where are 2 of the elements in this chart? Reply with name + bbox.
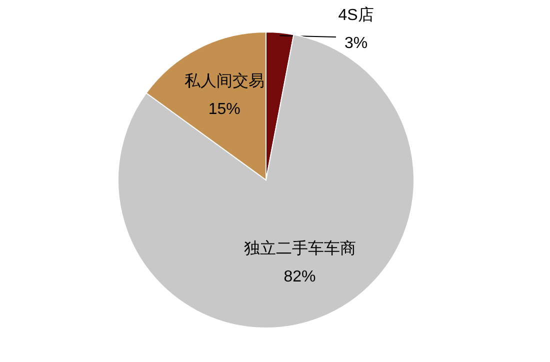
data-label: 3% bbox=[344, 35, 368, 52]
slice-label: 4S店 bbox=[338, 6, 374, 24]
